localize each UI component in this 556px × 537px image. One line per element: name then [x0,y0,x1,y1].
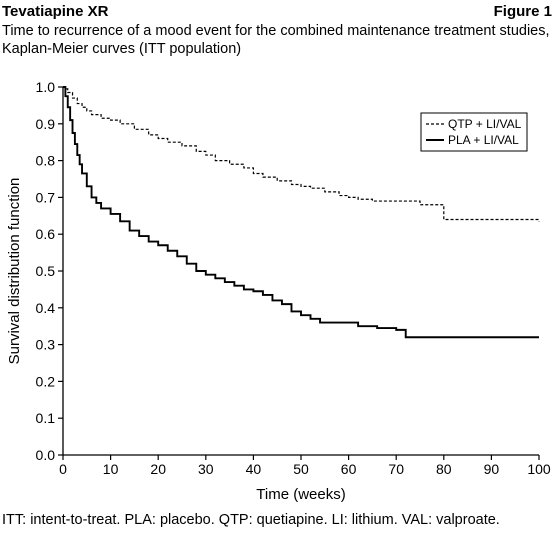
legend-label: PLA + LI/VAL [448,133,519,147]
x-tick-label: 0 [59,461,67,477]
chart-ticks: 0.0 0.1 0.2 0.3 0.4 0.5 0.6 0.7 0.8 0.9 1.0 0 10 20 30… [36,79,551,477]
y-tick-label: 0.2 [36,373,56,389]
y-axis-label: Survival distribution function [6,178,23,365]
legend-label: QTP + LI/VAL [448,117,522,131]
caption-line-2: Kaplan-Meier curves (ITT population) [2,41,242,57]
y-tick-label: 0.0 [36,447,56,463]
y-tick-label: 1.0 [36,79,56,95]
y-tick-label: 0.9 [36,116,56,132]
figure-caption: Time to recurrence of a mood event for t… [2,22,552,58]
x-tick-label: 70 [388,461,404,477]
figure-label: Figure 1 [493,3,552,20]
y-tick-label: 0.5 [36,263,56,279]
chart-legend: QTP + LI/VAL PLA + LI/VAL [420,112,528,152]
x-tick-label: 60 [341,461,357,477]
x-tick-label: 10 [103,461,119,477]
drug-name-title: Tevatiapine XR [2,3,109,20]
x-tick-label: 80 [436,461,452,477]
x-tick-label: 40 [246,461,262,477]
x-axis-label: Time (weeks) [256,486,345,503]
x-tick-label: 90 [484,461,500,477]
legend-box [420,112,528,152]
caption-line-1: Time to recurrence of a mood event for t… [2,23,550,39]
y-tick-label: 0.6 [36,226,56,242]
y-tick-label: 0.3 [36,337,56,353]
y-tick-label: 0.8 [36,153,56,169]
qtp-series-line [63,86,540,222]
pla-series-line [63,86,539,339]
x-tick-label: 50 [293,461,309,477]
x-tick-label: 100 [527,461,551,477]
y-tick-label: 0.4 [36,300,56,316]
chart-curves [63,86,540,339]
y-tick-label: 0.1 [36,410,56,426]
abbreviation-footnote: ITT: intent-to-treat. PLA: placebo. QTP:… [2,512,500,528]
x-tick-label: 20 [150,461,166,477]
y-tick-label: 0.7 [36,189,56,205]
x-tick-label: 30 [198,461,214,477]
